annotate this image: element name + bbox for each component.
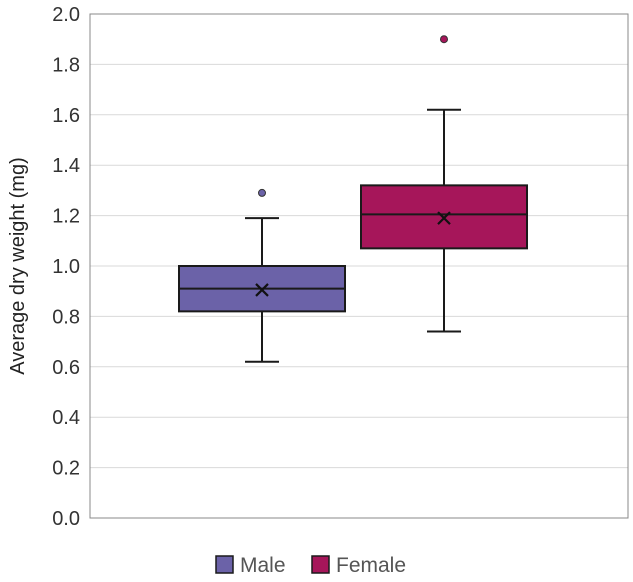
legend-swatch [311, 555, 330, 574]
gridlines [90, 63, 628, 469]
legend-item-female: Female [311, 554, 406, 577]
y-tick-label: 0.8 [52, 306, 80, 328]
boxes [178, 35, 528, 363]
box-male [178, 188, 346, 363]
box-female [360, 35, 528, 333]
legend-label: Female [336, 554, 406, 577]
mean-marker [437, 211, 451, 225]
legend-label: Male [240, 554, 286, 577]
plot-area-frame [89, 13, 629, 519]
y-tick-label: 1.8 [52, 54, 80, 76]
y-tick-label: 1.4 [52, 155, 80, 177]
y-tick-label: 0.2 [52, 458, 80, 480]
y-axis-label: Average dry weight (mg) [7, 157, 29, 375]
legend-item-male: Male [215, 554, 286, 577]
y-axis-tick-labels: 0.0 0.2 0.4 0.6 0.8 1.0 1.2 1.4 1.6 1.8 2.0 [52, 4, 80, 530]
legend-swatch [215, 555, 234, 574]
y-tick-label: 1.2 [52, 206, 80, 228]
y-tick-label: 1.0 [52, 256, 80, 278]
legend: Male Female [215, 554, 406, 577]
y-tick-label: 2.0 [52, 4, 80, 26]
y-tick-label: 1.6 [52, 105, 80, 127]
outlier-point [440, 35, 448, 44]
mean-marker [255, 283, 269, 297]
outlier-point [258, 188, 266, 197]
y-tick-label: 0.6 [52, 357, 80, 379]
y-tick-label: 0.0 [52, 508, 80, 530]
y-tick-label: 0.4 [52, 407, 80, 429]
